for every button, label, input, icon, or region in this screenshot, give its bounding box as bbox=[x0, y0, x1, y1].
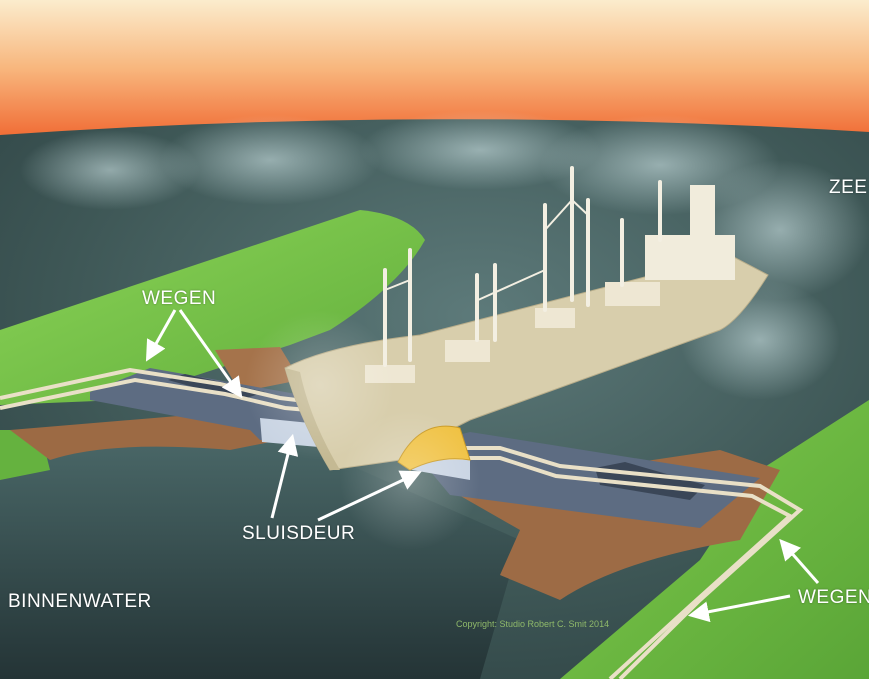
label-zee: ZEE bbox=[829, 177, 868, 198]
label-wegen-top: WEGEN bbox=[142, 288, 217, 309]
wegen-arrow-left bbox=[145, 309, 177, 362]
label-wegen-bottom: WEGEN bbox=[798, 587, 869, 608]
label-binnenwater: BINNENWATER bbox=[8, 591, 152, 612]
wegen-bottom-arrow-lower bbox=[687, 594, 791, 623]
sluisdeur-arrow-right bbox=[317, 470, 422, 522]
label-sluisdeur: SLUISDEUR bbox=[242, 523, 356, 544]
wegen-arrow-right bbox=[178, 309, 243, 399]
wegen-bottom-arrow-upper bbox=[779, 538, 820, 584]
left-dike bbox=[0, 210, 425, 405]
sluisdeur-arrow-left bbox=[270, 433, 299, 519]
highlight-left-gate bbox=[245, 310, 395, 460]
highlight-right-gate bbox=[340, 410, 480, 550]
copyright-text: Copyright: Studio Robert C. Smit 2014 bbox=[456, 619, 610, 629]
annotation-arrows bbox=[145, 309, 820, 623]
